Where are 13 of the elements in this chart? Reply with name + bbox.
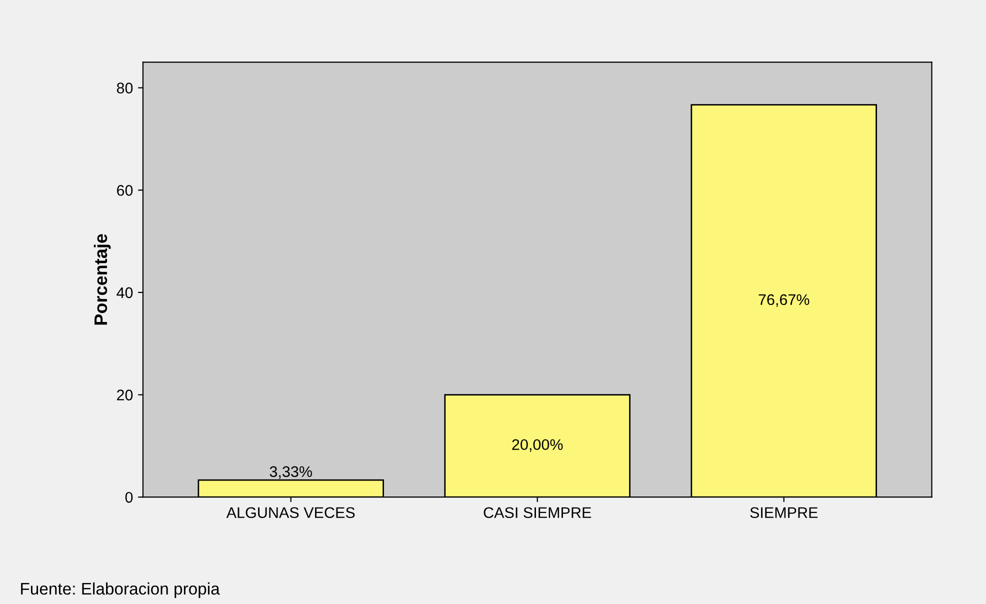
y-tick-label: 0	[125, 492, 133, 503]
x-tick-label: ALGUNAS VECES	[226, 507, 355, 518]
x-tick-label: SIEMPRE	[750, 507, 818, 518]
y-tick-label: 20	[117, 390, 133, 400]
y-tick-label: 60	[117, 184, 133, 196]
data-label: 3,33%	[270, 466, 312, 479]
data-label: 20,00%	[512, 439, 563, 452]
data-label: 76,67%	[758, 294, 810, 307]
x-tick-label: CASI SIEMPRE	[484, 507, 592, 518]
y-tick-label: 80	[116, 82, 133, 94]
y-axis-title: Porcentaje	[94, 234, 111, 325]
y-tick-label: 40	[116, 287, 133, 298]
source-note: Fuente: Elaboracion propia	[21, 582, 220, 598]
